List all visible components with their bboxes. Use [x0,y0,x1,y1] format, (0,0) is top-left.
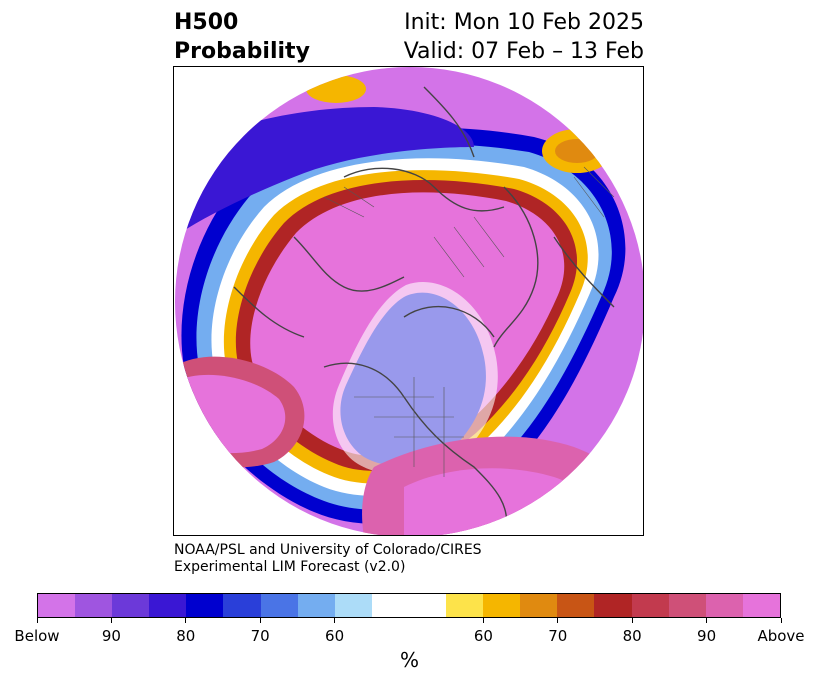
colorbar-segment [334,594,372,617]
colorbar-segment [297,594,335,617]
ne-orange-patch [555,139,599,163]
colorbar-tick-label: 70 [548,627,568,645]
colorbar-tick-label: 60 [325,627,345,645]
colorbar-tick-mark [185,618,187,623]
interior-white-ring [332,282,498,475]
nw-yellow-patch [306,75,366,103]
colorbar-tick-mark [334,618,336,623]
valid-range-label: Valid: 07 Feb – 13 Feb [403,39,644,64]
colorbar-tick-label: 90 [697,627,717,645]
colorbar-tick-label: Above [757,627,805,645]
chart-title-right: Init: Mon 10 Feb 2025 Valid: 07 Feb – 13… [404,8,644,66]
colorbar-segment [112,594,150,617]
colorbar-segment [557,594,595,617]
colorbar [37,593,781,618]
colorbar-segment [742,594,780,617]
colorbar-tick-label: 90 [101,627,121,645]
product-label: Probability [174,39,310,64]
colorbar-tick-mark [482,618,484,623]
colorbar-tick-mark [259,618,261,623]
colorbar-segment [38,594,76,617]
colorbar-segment [668,594,706,617]
colorbar-ticks: Below 90 80 70 60 60 70 80 90 Above [0,618,819,648]
init-date-label: Init: Mon 10 Feb 2025 [404,10,644,35]
colorbar-tick-mark [557,618,559,623]
colorbar-segment [408,594,447,617]
nw-blue-lobe [175,107,474,237]
colorbar-tick-mark [780,618,782,623]
colorbar-segment [149,594,187,617]
colorbar-tick-mark [110,618,112,623]
colorbar-segment [186,594,224,617]
colorbar-segment [520,594,558,617]
south-pink-core [404,468,604,535]
colorbar-segment [75,594,113,617]
polar-map-svg [175,67,643,535]
colorbar-segment [223,594,261,617]
credit-text: NOAA/PSL and University of Colorado/CIRE… [174,542,482,576]
colorbar-segment [483,594,521,617]
colorbar-unit-label: % [399,648,419,672]
credit-line-1: NOAA/PSL and University of Colorado/CIRE… [174,542,482,558]
colorbar-tick-label: 80 [622,627,642,645]
colorbar-tick-mark [706,618,708,623]
colorbar-tick-mark [631,618,633,623]
borders [323,166,615,477]
colorbar-tick-label: 70 [250,627,270,645]
colorbar-segment [260,594,298,617]
colorbar-tick-label: 80 [176,627,196,645]
probability-map [173,66,644,536]
coastlines [233,86,615,535]
credit-line-2: Experimental LIM Forecast (v2.0) [174,559,406,575]
colorbar-segment [371,594,409,617]
colorbar-tick-label: 60 [473,627,493,645]
variable-label: H500 [174,10,239,35]
colorbar-segment [705,594,743,617]
chart-title-left: H500 Probability [174,8,310,66]
colorbar-tick-label: Below [14,627,60,645]
colorbar-tick-mark [36,618,38,623]
colorbar-segment [631,594,669,617]
colorbar-segment [446,594,484,617]
colorbar-segment [594,594,632,617]
